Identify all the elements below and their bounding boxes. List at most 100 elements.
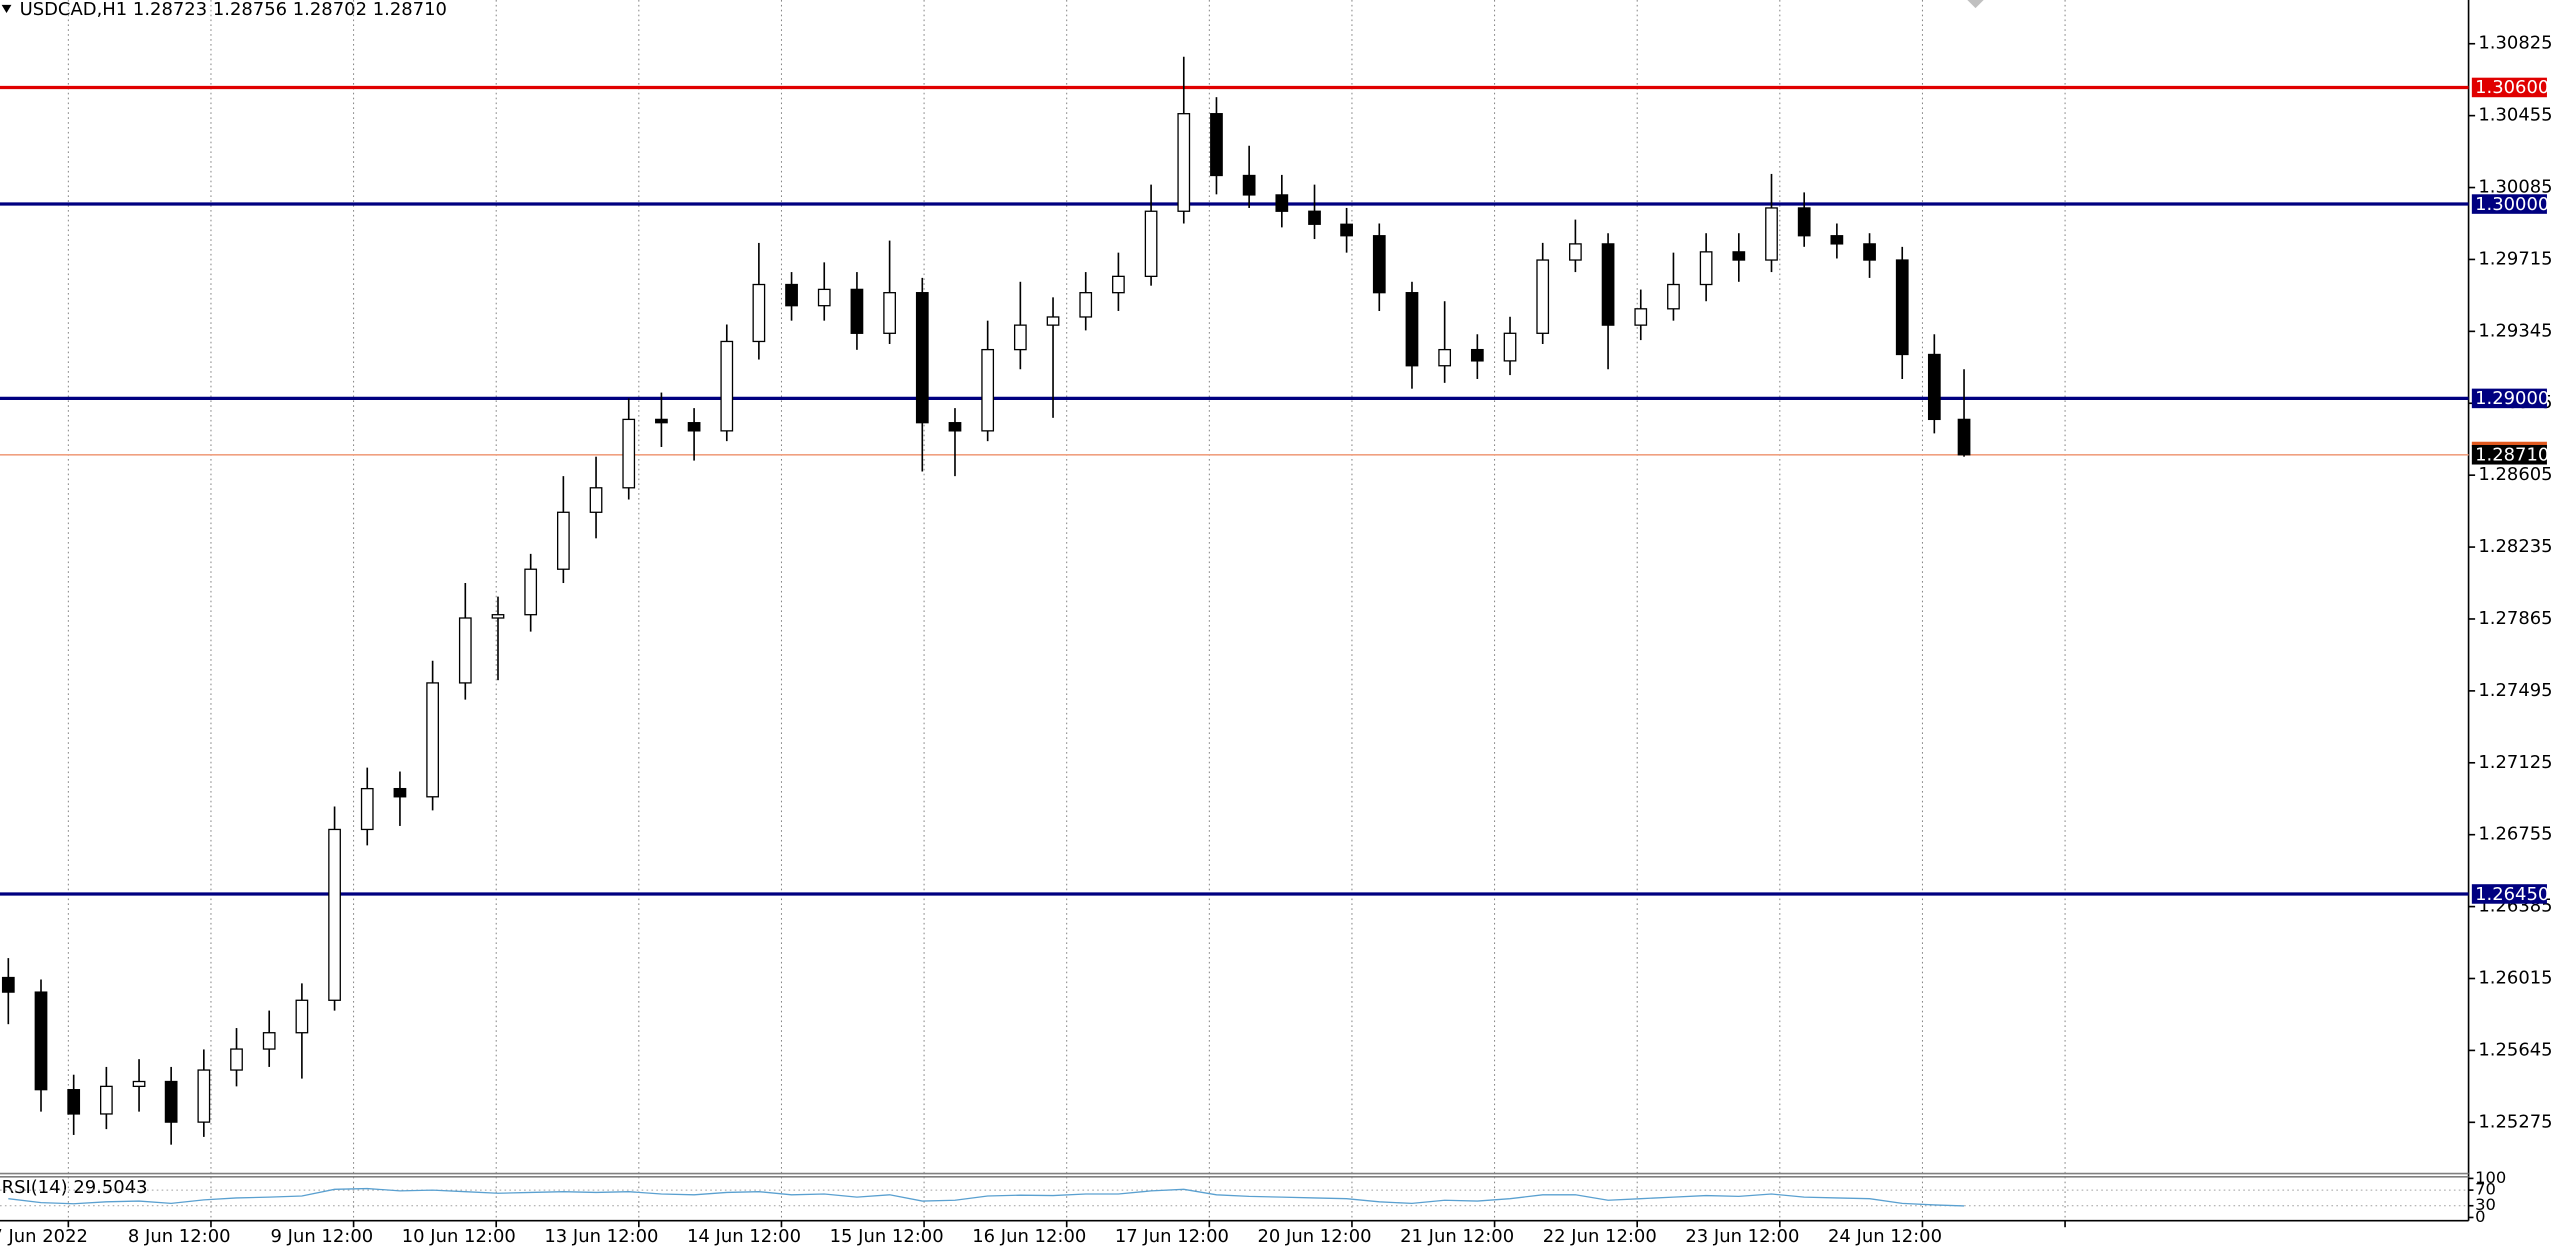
candle-body <box>1372 235 1386 294</box>
level-label: 1.26450 <box>2475 884 2549 905</box>
candle-body <box>1765 207 1778 261</box>
y-tick-label: 1.27125 <box>2478 752 2552 773</box>
candle-body <box>915 292 929 424</box>
menu-triangle[interactable] <box>1 4 12 14</box>
x-tick-label: 17 Jun 12:00 <box>1115 1226 1229 1247</box>
y-tick-label: 1.28605 <box>2478 464 2552 485</box>
y-tick-label: 1.29715 <box>2478 248 2552 269</box>
y-tick-label: 1.26015 <box>2478 968 2552 989</box>
x-tick-label: 13 Jun 12:00 <box>544 1226 658 1247</box>
x-tick-label: 9 Jun 12:00 <box>271 1226 374 1247</box>
candle-body <box>622 418 636 489</box>
candle-body <box>1667 283 1680 310</box>
candle-body <box>1046 316 1060 326</box>
candle-body <box>1438 348 1452 367</box>
candle-body <box>1308 210 1321 225</box>
level-label-box <box>2471 884 2547 904</box>
candle-body <box>1242 174 1256 196</box>
candle-body <box>1405 292 1419 367</box>
candle-body <box>720 340 734 432</box>
candle-body <box>328 828 341 1001</box>
indicator-tick-label: 70 <box>2475 1180 2496 1199</box>
candle-body <box>1 976 15 993</box>
candle-body <box>1634 308 1648 326</box>
candle-body <box>458 617 472 684</box>
x-tick-label: 8 Jun 12:00 <box>128 1226 231 1247</box>
y-tick-label: 1.26755 <box>2478 824 2552 845</box>
candle-body <box>1470 348 1484 362</box>
y-tick-label: 1.27495 <box>2478 680 2552 701</box>
chart-title: USDCAD,H1 1.28723 1.28756 1.28702 1.2871… <box>20 0 447 20</box>
candle-body <box>981 348 995 432</box>
candle-body <box>1927 353 1941 421</box>
y-tick-label: 1.30085 <box>2478 177 2552 198</box>
x-tick-label: 21 Jun 12:00 <box>1400 1226 1514 1247</box>
candle-body <box>34 991 48 1091</box>
candle-body <box>262 1032 276 1050</box>
candle-body <box>426 682 439 798</box>
level-label-box <box>2471 444 2547 465</box>
x-tick-label: 15 Jun 12:00 <box>830 1226 944 1247</box>
level-label: 1.30000 <box>2475 194 2549 215</box>
candle-body <box>1797 207 1811 237</box>
x-tick-label: 23 Jun 12:00 <box>1685 1226 1799 1247</box>
candle-body <box>589 487 603 513</box>
x-tick-label: 7 Jun 2022 <box>0 1226 88 1247</box>
level-label-box <box>2471 77 2547 98</box>
candle-body <box>1340 223 1353 237</box>
candle-body <box>687 422 701 432</box>
candle-body <box>1601 243 1615 326</box>
level-label-box <box>2471 194 2547 214</box>
y-tick-label: 1.25275 <box>2478 1111 2552 1132</box>
level-label: 1.29000 <box>2475 388 2549 409</box>
level-label-box <box>2471 388 2547 409</box>
candle-body <box>1957 418 1971 456</box>
candle-body <box>230 1048 243 1071</box>
candle-body <box>1112 275 1125 294</box>
indicator-label: RSI(14) 29.5043 <box>2 1177 148 1198</box>
indicator-line <box>8 1187 1965 1207</box>
candle-body <box>132 1080 146 1088</box>
candle-body <box>850 288 864 334</box>
indicator-tick-label: 100 <box>2475 1168 2506 1187</box>
ask-marker <box>2471 441 2547 447</box>
candle-body <box>655 418 668 424</box>
candle-body <box>197 1069 211 1123</box>
shift-marker[interactable] <box>1967 0 1984 9</box>
candle-body <box>1895 259 1909 356</box>
candle-body <box>948 422 962 432</box>
candle-body <box>393 787 407 798</box>
x-tick-label: 16 Jun 12:00 <box>972 1226 1086 1247</box>
candle-body <box>1210 113 1223 177</box>
x-tick-label: 22 Jun 12:00 <box>1543 1226 1657 1247</box>
candle-body <box>1177 113 1191 212</box>
candle-body <box>752 283 766 343</box>
candle-body <box>1699 251 1713 286</box>
candle-body <box>1830 235 1844 245</box>
indicator-tick-label: 30 <box>2475 1195 2496 1214</box>
candle-body <box>100 1085 113 1115</box>
candle-body <box>556 511 570 570</box>
candle-body <box>817 288 831 307</box>
y-tick-label: 1.30825 <box>2478 33 2552 54</box>
candle-body <box>1013 324 1027 351</box>
y-tick-label: 1.27865 <box>2478 608 2552 629</box>
candle-body <box>1536 259 1550 334</box>
candle-body <box>1275 194 1289 212</box>
candle-body <box>1569 243 1582 261</box>
y-tick-label: 1.28235 <box>2478 536 2552 557</box>
candle-body <box>883 292 896 334</box>
x-tick-label: 20 Jun 12:00 <box>1258 1226 1372 1247</box>
candle-body <box>67 1089 81 1115</box>
y-tick-label: 1.29345 <box>2478 320 2552 341</box>
y-tick-label: 1.30455 <box>2478 105 2552 126</box>
candle-body <box>785 283 798 307</box>
candle-body <box>360 787 374 831</box>
x-tick-label: 14 Jun 12:00 <box>687 1226 801 1247</box>
candle-body <box>164 1080 178 1123</box>
candle-body <box>1144 210 1158 278</box>
x-tick-label: 24 Jun 12:00 <box>1828 1226 1942 1247</box>
x-tick-label: 10 Jun 12:00 <box>402 1226 516 1247</box>
